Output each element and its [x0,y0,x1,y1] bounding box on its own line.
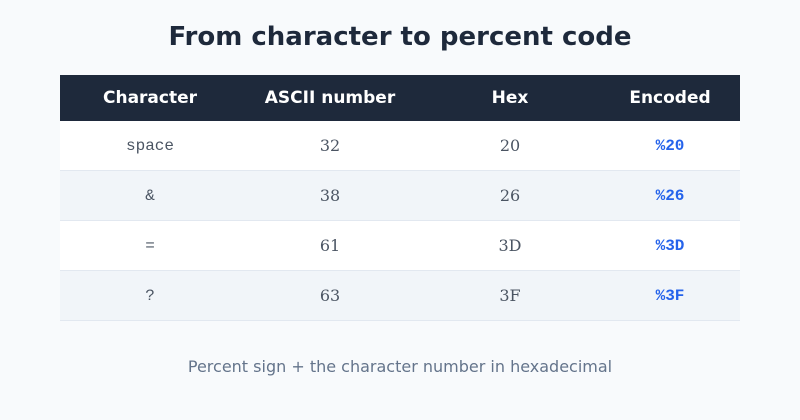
cell-hex: 3D [420,220,600,271]
header-ascii-number: ASCII number [240,75,420,121]
cell-character: = [60,220,240,271]
cell-character: & [60,170,240,221]
table-row: = 61 3D %3D [60,220,740,271]
cell-encoded: %3F [600,270,740,321]
header-character: Character [60,75,240,121]
cell-encoded: %20 [600,121,740,171]
header-encoded: Encoded [600,75,740,121]
cell-hex: 3F [420,270,600,321]
table-row: & 38 26 %26 [60,170,740,221]
page-title: From character to percent code [168,22,632,52]
cell-encoded: %26 [600,170,740,221]
table-row: ? 63 3F %3F [60,270,740,321]
cell-ascii: 61 [240,220,420,271]
cell-hex: 20 [420,121,600,171]
cell-character: ? [60,270,240,321]
cell-ascii: 32 [240,121,420,171]
cell-hex: 26 [420,170,600,221]
table-row: space 32 20 %20 [60,121,740,171]
cell-ascii: 38 [240,170,420,221]
cell-ascii: 63 [240,270,420,321]
table-header-row: Character ASCII number Hex Encoded [60,75,740,121]
header-hex: Hex [420,75,600,121]
cell-encoded: %3D [600,220,740,271]
encoding-table: Character ASCII number Hex Encoded space… [60,75,740,321]
table-caption: Percent sign + the character number in h… [187,357,613,376]
cell-character: space [60,121,240,171]
